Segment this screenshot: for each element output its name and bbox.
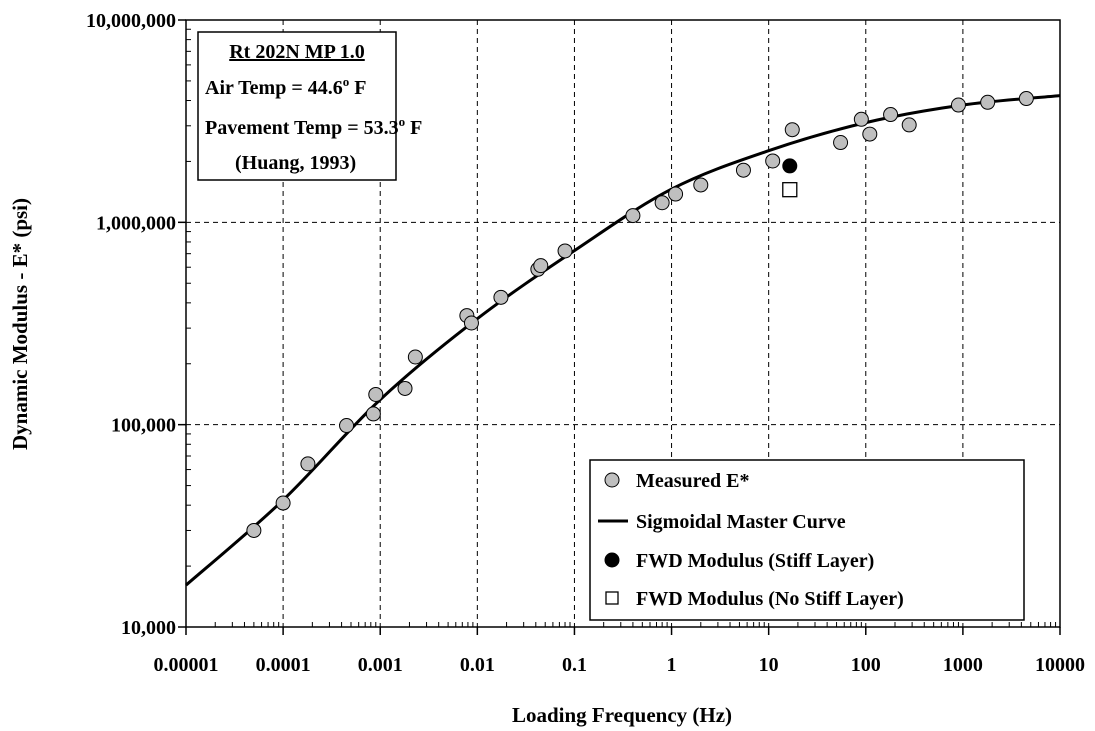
master-curve-layer [185,94,1061,587]
measured-point [1018,91,1034,107]
sigmoidal-master-curve [185,94,1061,587]
measured-point [980,94,996,110]
y-axis-title: Dynamic Modulus - E* (psi) [8,198,32,450]
x-tick-label: 10 [759,654,779,676]
x-tick-label: 1000 [943,654,983,676]
y-tick-labels: 10,000 100,000 1,000,000 10,000,000 [86,10,186,639]
info-reference: (Huang, 1993) [235,152,356,174]
measured-point [533,258,549,274]
measured-point [397,380,413,396]
measured-point [246,522,262,538]
x-tick-label: 10000 [1035,654,1085,676]
info-box-title: Rt 202N MP 1.0 [229,41,365,63]
measured-point [765,153,781,169]
legend-label-fwd-stiff: FWD Modulus (Stiff Layer) [636,550,874,572]
measured-point [339,418,355,434]
legend-label-master-curve: Sigmoidal Master Curve [636,511,846,533]
measured-point [300,456,316,472]
legend: Measured E* Sigmoidal Master Curve FWD M… [589,459,1025,621]
measured-point [275,495,291,511]
x-axis-title: Loading Frequency (Hz) [512,703,732,727]
x-tick-label: 0.1 [562,654,587,676]
fwd-no-stiff-point [782,182,798,198]
data-points-layer [246,91,1034,538]
measured-point [735,162,751,178]
x-tick-label: 0.001 [358,654,403,676]
x-tick-label: 1 [667,654,677,676]
measured-point [463,315,479,331]
y-tick-label: 10,000,000 [86,10,176,32]
measured-point [365,406,381,422]
measured-point [693,177,709,193]
info-box: Rt 202N MP 1.0 Air Temp = 44.6o F Paveme… [197,31,422,181]
legend-marker-fwd-stiff [604,552,620,568]
info-air-temp: Air Temp = 44.6o F [205,74,366,99]
measured-point [625,208,641,224]
measured-point [784,122,800,138]
measured-point [407,349,423,365]
measured-point [853,111,869,127]
info-box-frame [197,31,397,181]
fwd-stiff-point [782,158,798,174]
x-tick-label: 0.01 [460,654,495,676]
measured-point [883,107,899,123]
y-tick-label: 100,000 [111,415,176,437]
legend-label-fwd-no-stiff: FWD Modulus (No Stiff Layer) [636,588,904,610]
measured-point [654,195,670,211]
measured-point [493,289,509,305]
minor-ticks [186,28,1057,627]
x-tick-label: 0.00001 [154,654,219,676]
measured-point [668,186,684,202]
measured-point [901,117,917,133]
measured-point [368,386,384,402]
plot-area-frame [185,19,1061,628]
legend-marker-measured [604,472,620,488]
x-tick-labels: 0.00001 0.0001 0.001 0.01 0.1 1 10 100 1000 10000 [154,627,1085,676]
legend-frame [589,459,1025,621]
measured-point [833,135,849,151]
y-tick-label: 1,000,000 [96,212,176,234]
legend-label-measured: Measured E* [636,470,750,492]
x-tick-label: 0.0001 [256,654,311,676]
measured-point [862,126,878,142]
measured-point [950,97,966,113]
x-tick-label: 100 [851,654,881,676]
info-pavement-temp: Pavement Temp = 53.3o F [205,114,422,139]
y-tick-label: 10,000 [121,617,176,639]
legend-marker-fwd-no-stiff [605,591,619,605]
measured-point [557,243,573,259]
